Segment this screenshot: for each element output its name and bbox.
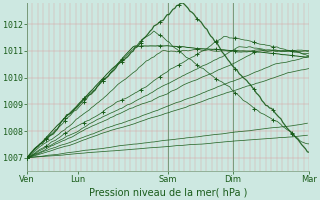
X-axis label: Pression niveau de la mer( hPa ): Pression niveau de la mer( hPa ) bbox=[89, 187, 247, 197]
